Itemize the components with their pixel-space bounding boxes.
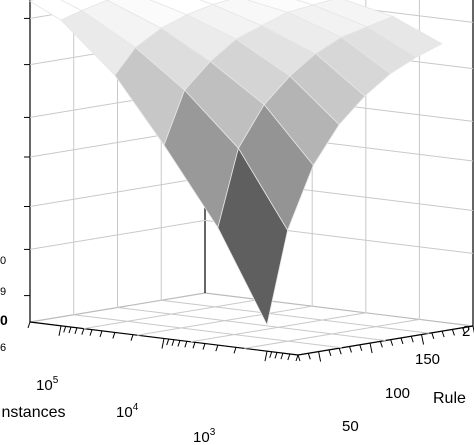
surface-mesh xyxy=(29,0,443,326)
rule-tick xyxy=(390,339,394,346)
rule-tick xyxy=(348,346,352,353)
instances-tick xyxy=(74,327,78,334)
surface-patch xyxy=(198,0,231,5)
rule-tick xyxy=(338,348,342,355)
instances-tick xyxy=(202,343,206,350)
instances-gridline xyxy=(244,0,420,349)
instances-tick xyxy=(192,342,196,349)
chart-ticks xyxy=(24,17,474,362)
rule-tick-label: 2 xyxy=(462,323,470,340)
instances-tick xyxy=(269,351,273,358)
rule-gridline xyxy=(117,0,386,341)
rule-tick xyxy=(328,349,332,357)
instances-tick xyxy=(295,354,299,362)
rule-tick xyxy=(451,329,455,336)
instances-tick xyxy=(274,352,278,359)
rule-tick xyxy=(472,325,474,334)
instances-tick xyxy=(233,347,237,354)
rule-tick xyxy=(297,354,301,362)
rule-tick xyxy=(421,334,425,345)
rule-tick xyxy=(441,330,445,338)
rule-tick xyxy=(410,336,414,343)
instances-tick xyxy=(166,338,170,346)
instances-tick xyxy=(130,334,134,341)
instances-tick-label: 103 xyxy=(193,427,216,445)
rule-tick xyxy=(369,342,373,354)
rule-axis-title: Rule xyxy=(433,390,466,407)
instances-axis-title: Instances xyxy=(0,404,65,421)
instances-tick xyxy=(287,353,291,361)
instances-tick xyxy=(99,330,103,338)
instances-tick xyxy=(215,344,219,352)
instances-tick xyxy=(264,351,268,362)
instances-tick xyxy=(89,329,93,336)
z-tick-label: 0 xyxy=(0,255,6,267)
instances-tick xyxy=(280,352,284,360)
z-tick-label: 6 xyxy=(0,342,6,354)
rule-tick xyxy=(431,332,435,339)
rule-tick-label: 150 xyxy=(415,351,440,368)
instances-tick xyxy=(58,325,62,336)
instances-tick-label: 104 xyxy=(116,402,139,421)
instances-tick xyxy=(68,326,72,334)
instances-tick-label: 105 xyxy=(36,375,59,394)
instances-tick xyxy=(63,326,67,333)
rule-tick xyxy=(379,341,383,348)
instances-tick xyxy=(112,332,116,339)
instances-tick xyxy=(171,339,175,346)
instances-tick xyxy=(177,340,181,347)
instances-tick xyxy=(161,338,165,349)
rule-gridline xyxy=(73,0,342,349)
rule-tick xyxy=(318,351,322,362)
rule-tick-label: 100 xyxy=(385,385,410,402)
rule-tick xyxy=(359,344,363,351)
z-gridline xyxy=(29,219,474,254)
rule-tick xyxy=(462,327,466,334)
rule-tick xyxy=(307,353,311,360)
rule-tick xyxy=(400,337,404,345)
surface-patch xyxy=(217,147,289,326)
instances-tick xyxy=(81,328,85,335)
z-tick-label: 0 xyxy=(0,312,8,328)
instances-tick xyxy=(27,321,31,329)
instances-tick xyxy=(184,341,188,348)
rule-tick-label: 50 xyxy=(342,418,359,435)
z-tick-label: 9 xyxy=(0,286,6,298)
